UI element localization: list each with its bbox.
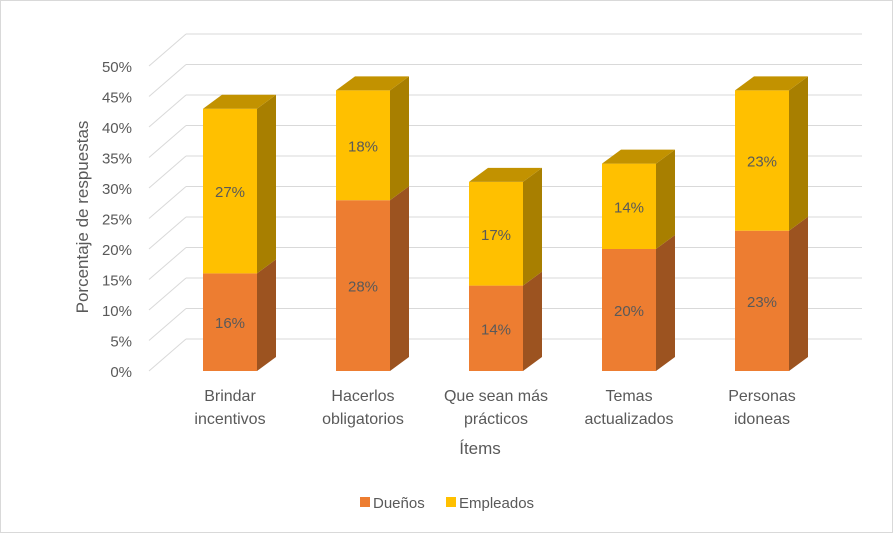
y-tick-label: 30% — [102, 181, 132, 198]
bar-side — [523, 167, 542, 286]
bar-front — [336, 90, 390, 201]
y-tick-label: 40% — [102, 120, 132, 137]
gridline-diagonal — [148, 186, 187, 219]
bar-side — [257, 259, 276, 371]
data-label: 14% — [481, 321, 511, 338]
bar-side — [257, 94, 276, 274]
bar-front — [735, 90, 789, 231]
x-tick-label: prácticos — [464, 411, 528, 428]
data-label: 16% — [215, 315, 245, 332]
bar-top — [735, 76, 808, 91]
gridline-diagonal — [148, 64, 187, 97]
y-tick-label: 45% — [102, 90, 132, 107]
legend-swatch — [446, 497, 456, 507]
data-label: 28% — [348, 279, 378, 296]
x-tick-label: Brindar — [204, 388, 256, 405]
bar-side — [523, 271, 542, 371]
y-tick-label: 35% — [102, 151, 132, 168]
bar-front — [203, 273, 257, 371]
data-label: 23% — [747, 154, 777, 171]
x-tick-label: idoneas — [734, 411, 790, 428]
x-tick-label: actualizados — [585, 411, 674, 428]
y-tick-label: 50% — [102, 59, 132, 76]
data-label: 18% — [348, 138, 378, 155]
bar-front — [336, 200, 390, 371]
y-tick-label: 25% — [102, 212, 132, 229]
y-tick-label: 15% — [102, 273, 132, 290]
gridline-diagonal — [148, 277, 187, 311]
bars: 16% 27% 28% 18% 14% 17% 20% 14% 23% 23% — [203, 76, 808, 371]
bar-side — [390, 186, 409, 371]
bar-front — [203, 108, 257, 274]
bar-front — [602, 249, 656, 371]
x-axis-categories: Brindar incentivos Hacerlos obligatorios Que… — [194, 388, 795, 428]
data-label: 17% — [481, 227, 511, 244]
legend: Dueños Empleados — [360, 495, 534, 512]
y-axis-label: Porcentaje de respuestas — [73, 121, 92, 314]
x-tick-label: Temas — [605, 388, 652, 405]
bar-side — [789, 216, 808, 371]
x-tick-label: obligatorios — [322, 411, 404, 428]
bar-side — [789, 76, 808, 231]
gridline-diagonal — [148, 33, 187, 67]
gridline-diagonal — [148, 308, 187, 341]
data-label: 23% — [747, 294, 777, 311]
data-label: 20% — [614, 303, 644, 320]
legend-label: Empleados — [459, 495, 534, 512]
gridline-diagonal — [148, 216, 187, 250]
x-tick-label: Hacerlos — [331, 388, 394, 405]
bar-top — [602, 149, 675, 164]
legend-label: Dueños — [373, 495, 425, 512]
x-axis-label: Ítems — [459, 439, 501, 458]
x-tick-label: incentivos — [194, 411, 265, 428]
x-tick-label: Personas — [728, 388, 796, 405]
bar-side — [656, 149, 675, 249]
bar-top — [336, 76, 409, 91]
gridline-diagonal — [148, 247, 187, 280]
x-tick-label: Que sean más — [444, 388, 548, 405]
bar-front — [602, 163, 656, 249]
y-tick-label: 0% — [110, 364, 132, 381]
gridline-diagonal — [148, 125, 187, 158]
bar-front — [469, 181, 523, 286]
gridline-diagonal — [148, 155, 187, 189]
y-tick-label: 10% — [102, 303, 132, 320]
bar-top — [469, 167, 542, 182]
bar-top — [203, 94, 276, 109]
y-tick-label: 20% — [102, 242, 132, 259]
y-axis-ticks: 0% 5% 10% 15% 20% 25% 30% 35% 40% 45% 50% — [102, 59, 132, 381]
bar-front — [735, 230, 789, 371]
gridline-diagonal — [148, 94, 187, 128]
bar-side — [656, 235, 675, 371]
gridline-diagonal — [148, 338, 187, 372]
data-label: 27% — [215, 184, 245, 201]
legend-swatch — [360, 497, 370, 507]
data-label: 14% — [614, 199, 644, 216]
bar-side — [390, 76, 409, 201]
bar-front — [469, 285, 523, 371]
y-tick-label: 5% — [110, 334, 132, 351]
